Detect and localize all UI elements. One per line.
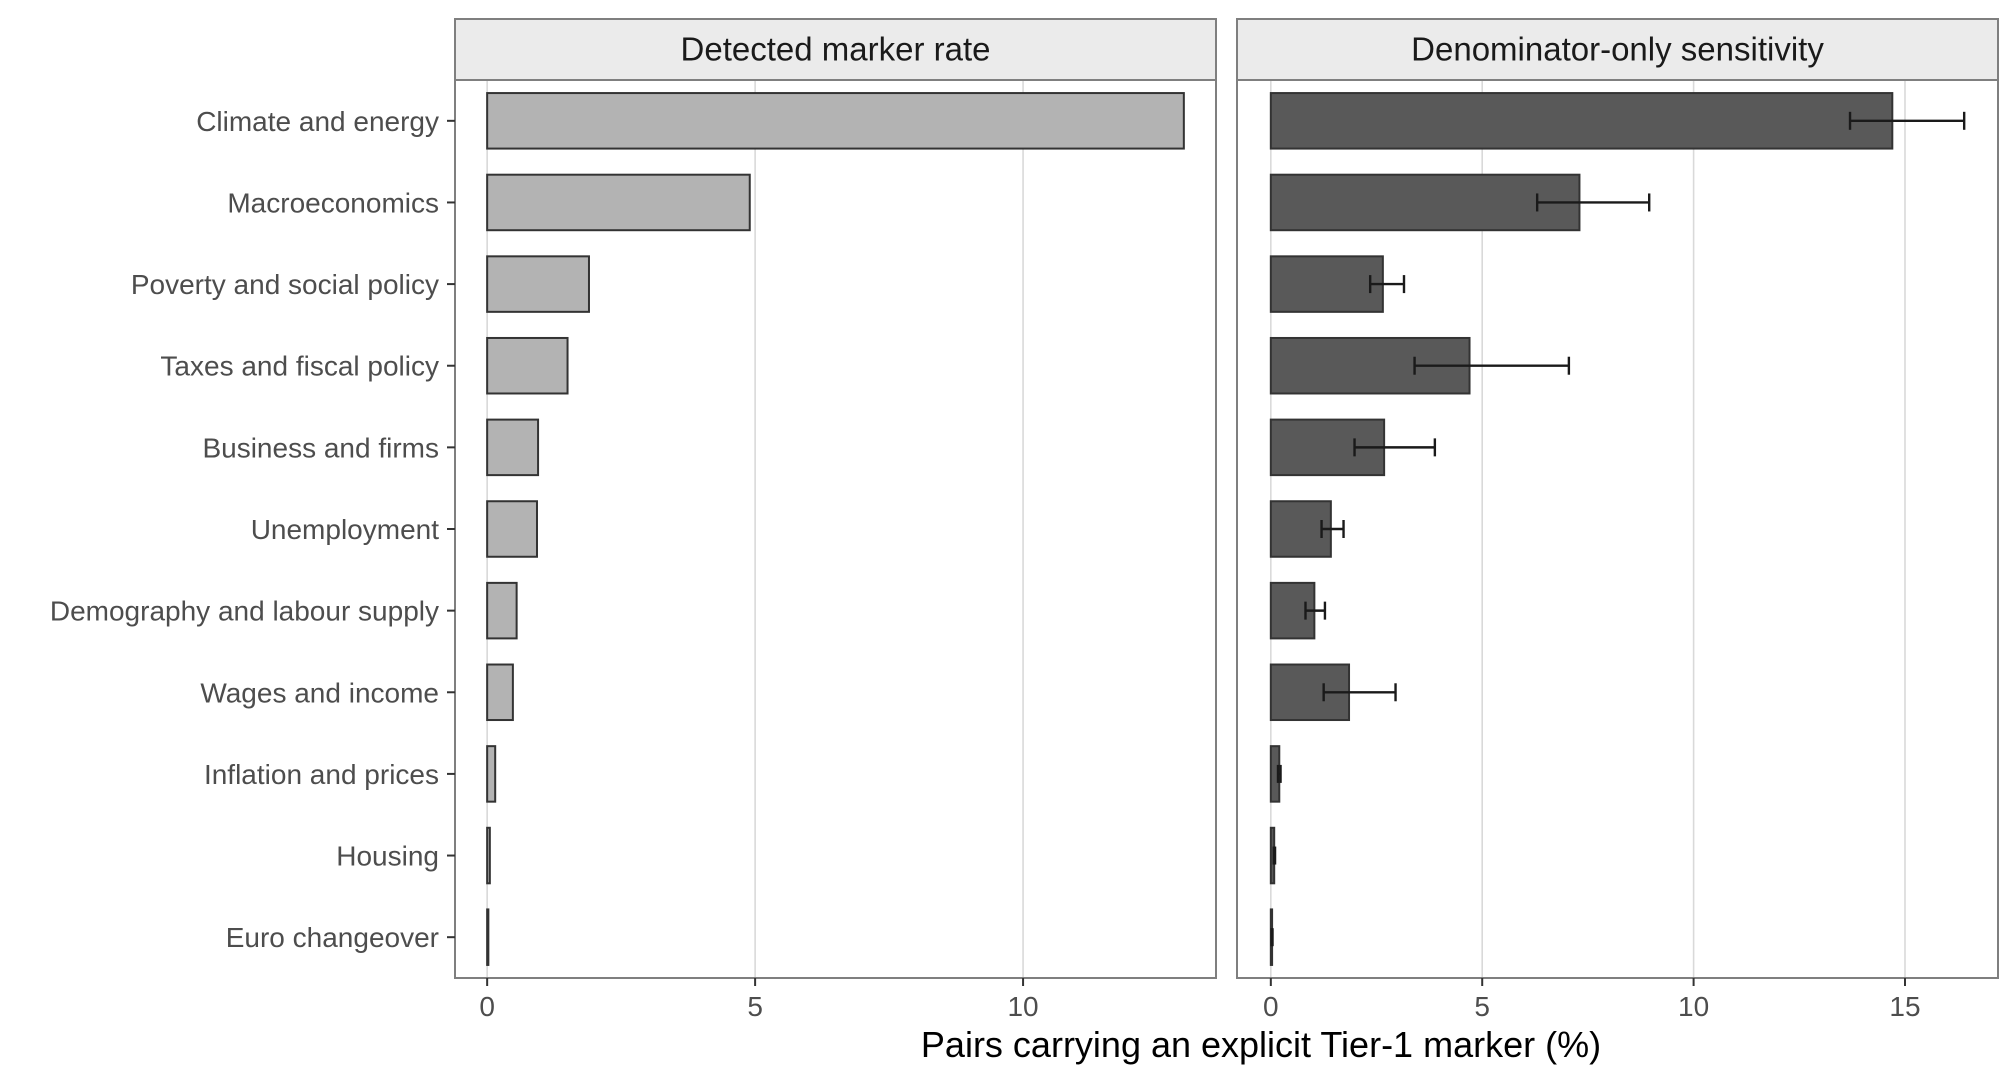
x-tick-label: 15 — [1889, 991, 1920, 1022]
panel-title: Detected marker rate — [681, 31, 991, 68]
x-tick-label: 5 — [747, 991, 763, 1022]
bar-2 — [486, 173, 751, 232]
x-tick-label: 0 — [1263, 991, 1279, 1022]
bar-8 — [486, 663, 514, 722]
category-label-7: Demography and labour supply — [50, 596, 439, 627]
bar-10 — [486, 826, 491, 885]
bar-7 — [1269, 581, 1316, 640]
category-label-4: Taxes and fiscal policy — [160, 351, 439, 382]
x-tick-label: 0 — [479, 991, 495, 1022]
error-bar-10 — [1272, 846, 1277, 865]
category-labels-layer: Climate and energy Macroeconomics Poverty … — [50, 106, 455, 953]
bar-3 — [486, 255, 590, 313]
category-label-5: Business and firms — [202, 432, 439, 463]
category-label-2: Macroeconomics — [227, 187, 439, 218]
error-bar-5 — [1353, 438, 1437, 457]
panel-strip — [1236, 18, 1999, 81]
category-label-10: Housing — [336, 841, 439, 872]
bar-9 — [486, 745, 497, 803]
error-bar-7 — [1304, 601, 1327, 620]
bar-3 — [1269, 255, 1384, 313]
error-bar-9 — [1276, 764, 1282, 783]
bar-1 — [1269, 92, 1894, 150]
category-label-11: Euro changeover — [226, 922, 439, 953]
error-bar-11 — [1270, 928, 1274, 947]
bar-1 — [486, 92, 1185, 150]
panel-2: Denominator-only sensitivity 0 5 10 15 — [1236, 18, 1999, 1022]
panel-border — [1236, 79, 1999, 979]
panel-1: Detected marker rate 0 5 10 — [454, 18, 1217, 1022]
category-label-3: Poverty and social policy — [131, 269, 439, 300]
category-label-1: Climate and energy — [196, 106, 439, 137]
panel-strip — [454, 18, 1217, 81]
error-bar-3 — [1368, 275, 1406, 294]
bar-7 — [486, 581, 518, 640]
category-label-9: Inflation and prices — [204, 759, 439, 790]
bar-4 — [486, 336, 569, 395]
x-tick-label: 5 — [1474, 991, 1490, 1022]
x-tick-label: 10 — [1678, 991, 1709, 1022]
panel-title: Denominator-only sensitivity — [1411, 31, 1824, 68]
x-axis-title: Pairs carrying an explicit Tier-1 marker… — [921, 1024, 1601, 1065]
category-label-8: Wages and income — [200, 677, 439, 708]
error-bar-2 — [1535, 193, 1651, 212]
error-bar-4 — [1413, 356, 1571, 375]
category-label-6: Unemployment — [251, 514, 440, 545]
error-bar-1 — [1848, 111, 1966, 130]
error-bar-6 — [1320, 520, 1345, 538]
bar-5 — [486, 418, 540, 477]
bar-11 — [486, 908, 490, 966]
x-tick-label: 10 — [1007, 991, 1038, 1022]
error-bar-8 — [1322, 683, 1397, 702]
bar-2 — [1269, 173, 1581, 232]
bar-6 — [486, 500, 538, 558]
